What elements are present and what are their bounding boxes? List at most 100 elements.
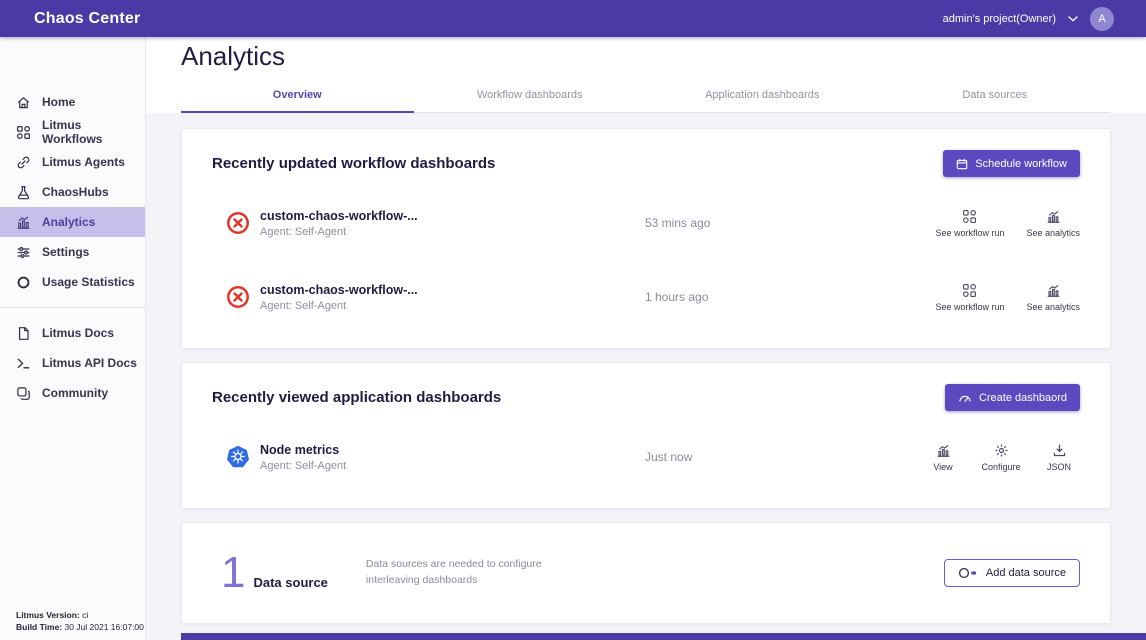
data-source-card: 1 Data source Data sources are needed to… [181, 522, 1111, 624]
configure-dashboard-button[interactable]: Configure [980, 443, 1022, 472]
workflow-timestamp: 53 mins ago [645, 216, 711, 230]
failed-status-icon [227, 212, 249, 234]
sliders-icon [17, 246, 30, 258]
circle-icon [17, 276, 30, 288]
sidebar-item-settings[interactable]: Settings [0, 237, 145, 267]
workflow-agent: Agent: Self-Agent [260, 225, 347, 238]
schedule-workflow-button[interactable]: Schedule workflow [943, 150, 1080, 177]
tab-application-dashboards[interactable]: Application dashboards [705, 89, 820, 101]
see-workflow-run-button[interactable]: See workflow run [935, 283, 1004, 312]
card-title: Recently viewed application dashboards [212, 389, 502, 406]
see-analytics-button[interactable]: See analytics [1026, 283, 1080, 312]
analytics-icon [1047, 284, 1060, 297]
sidebar-item-litmus-api-docs[interactable]: Litmus API Docs [0, 348, 145, 378]
main-area: Analytics Overview Workflow dashboards A… [146, 37, 1146, 640]
sidebar: Home Litmus Workflows Litmus Agents Chao… [0, 37, 146, 640]
download-json-button[interactable]: JSON [1038, 443, 1080, 472]
download-icon [1053, 443, 1065, 456]
sidebar-item-home[interactable]: Home [0, 87, 145, 117]
workflow-name: custom-chaos-workflow-... [260, 282, 418, 297]
view-dashboard-button[interactable]: View [922, 443, 964, 472]
sidebar-item-label: Usage Statistics [42, 275, 135, 289]
dashboard-agent: Agent: Self-Agent [260, 459, 347, 472]
dashboard-name: Node metrics [260, 442, 340, 457]
chevron-down-icon[interactable] [1068, 15, 1078, 22]
dashboard-info: Node metrics Agent: Self-Agent [260, 443, 590, 472]
link-icon [17, 156, 30, 168]
workflow-dashboards-card: Recently updated workflow dashboards Sch… [181, 128, 1111, 349]
workflows-icon [16, 125, 31, 139]
workflow-agent: Agent: Self-Agent [260, 299, 347, 312]
flask-icon [17, 185, 30, 199]
sidebar-item-label: ChaosHubs [42, 185, 109, 199]
data-source-count-label: Data source [253, 575, 328, 591]
sidebar-item-label: Litmus Workflows [42, 118, 103, 146]
top-bar-right: admin's project(Owner) A [942, 6, 1114, 31]
workflow-actions: See workflow run See analytics [935, 283, 1080, 312]
card-head: Recently updated workflow dashboards Sch… [182, 129, 1110, 177]
workflow-timestamp: 1 hours ago [645, 290, 709, 304]
version-info: Litmus Version: ci Build Time: 30 Jul 20… [16, 609, 144, 635]
bar-chart-icon [17, 215, 30, 229]
tab-overview[interactable]: Overview [181, 79, 414, 113]
data-source-count: 1 [221, 548, 246, 598]
dashboard-rows: Node metrics Agent: Self-Agent Just now … [182, 411, 1110, 481]
sidebar-item-litmus-docs[interactable]: Litmus Docs [0, 318, 145, 348]
document-icon [18, 326, 29, 340]
analytics-icon [1047, 210, 1060, 223]
sidebar-item-community[interactable]: Community [0, 378, 145, 408]
sidebar-item-label: Litmus API Docs [42, 356, 137, 370]
kubernetes-icon [227, 445, 249, 468]
application-dashboards-card: Recently viewed application dashboards C… [181, 362, 1111, 509]
home-icon [17, 96, 30, 108]
project-selector[interactable]: admin's project(Owner) [942, 12, 1056, 25]
dashboard-actions: View Configure JSON [922, 443, 1080, 472]
workflow-name: custom-chaos-workflow-... [260, 208, 418, 223]
sidebar-item-label: Community [42, 386, 108, 400]
content: Recently updated workflow dashboards Sch… [146, 113, 1146, 624]
workflow-rows: custom-chaos-workflow-... Agent: Self-Ag… [182, 177, 1110, 321]
data-source-description: Data sources are needed to configure int… [365, 558, 542, 586]
failed-status-icon [227, 286, 249, 308]
page-header: Analytics Overview Workflow dashboards A… [146, 37, 1146, 113]
see-analytics-button[interactable]: See analytics [1026, 209, 1080, 238]
workflow-run-icon [963, 283, 977, 297]
sidebar-item-usage-statistics[interactable]: Usage Statistics [0, 267, 145, 297]
top-bar: Chaos Center admin's project(Owner) A [0, 0, 1146, 37]
dashboard-gauge-icon [959, 395, 971, 403]
tab-bar: Overview Workflow dashboards Application… [181, 79, 1111, 113]
app-title: Chaos Center [34, 9, 141, 27]
workflow-row: custom-chaos-workflow-... Agent: Self-Ag… [226, 273, 1080, 321]
sidebar-item-chaoshubs[interactable]: ChaosHubs [0, 177, 145, 207]
see-workflow-run-button[interactable]: See workflow run [935, 209, 1004, 238]
sidebar-item-label: Litmus Docs [42, 326, 115, 340]
card-head: Recently viewed application dashboards C… [182, 363, 1110, 411]
data-source-icon [958, 567, 977, 579]
workflow-info: custom-chaos-workflow-... Agent: Self-Ag… [260, 283, 590, 312]
sidebar-divider [0, 307, 145, 308]
data-source-count-group: 1 Data source [221, 548, 328, 598]
footer-strip [181, 633, 1146, 640]
workflow-row: custom-chaos-workflow-... Agent: Self-Ag… [226, 199, 1080, 247]
calendar-icon [957, 158, 968, 169]
avatar[interactable]: A [1090, 6, 1114, 31]
workflow-info: custom-chaos-workflow-... Agent: Self-Ag… [260, 209, 590, 238]
build-time: Build Time: 30 Jul 2021 16:07:00 [16, 622, 144, 633]
card-title: Recently updated workflow dashboards [212, 155, 496, 172]
dashboard-row: Node metrics Agent: Self-Agent Just now … [226, 433, 1080, 481]
tab-data-sources[interactable]: Data sources [962, 89, 1028, 101]
gear-icon [995, 444, 1007, 456]
sidebar-item-litmus-agents[interactable]: Litmus Agents [0, 147, 145, 177]
sidebar-item-label: Analytics [42, 215, 96, 229]
community-icon [17, 386, 30, 400]
add-data-source-button[interactable]: Add data source [943, 559, 1080, 587]
data-source-body: 1 Data source Data sources are needed to… [182, 523, 1110, 623]
sidebar-item-label: Home [42, 95, 76, 109]
create-dashboard-button[interactable]: Create dashbaord [944, 384, 1080, 411]
sidebar-item-litmus-workflows[interactable]: Litmus Workflows [0, 117, 145, 147]
sidebar-item-analytics[interactable]: Analytics [0, 207, 145, 237]
tab-workflow-dashboards[interactable]: Workflow dashboards [476, 89, 583, 101]
terminal-icon [17, 358, 30, 368]
sidebar-item-label: Settings [42, 245, 90, 259]
